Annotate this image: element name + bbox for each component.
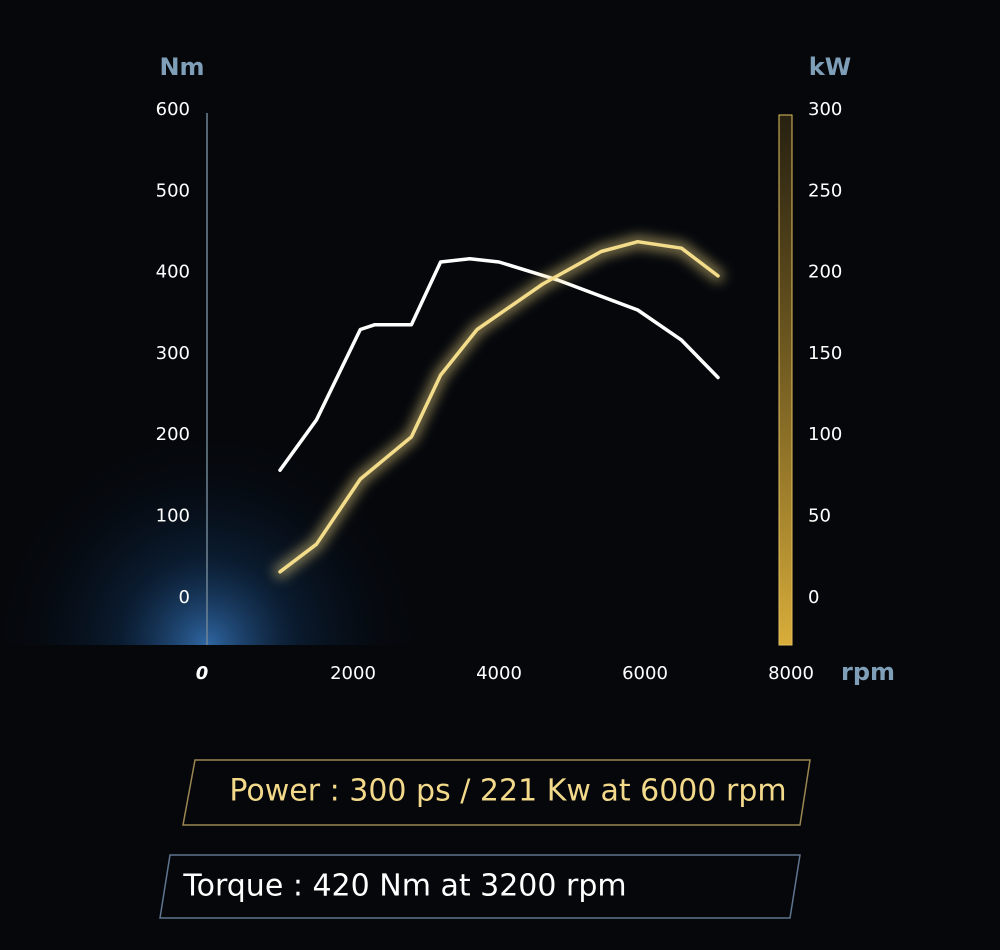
y-axis-label: Nm bbox=[159, 53, 204, 81]
power-frame bbox=[182, 759, 811, 826]
line bbox=[278, 257, 720, 472]
y2-tick-label: 300 bbox=[808, 99, 842, 120]
y2-tick-label: 150 bbox=[808, 343, 842, 364]
y2-tick-label: 50 bbox=[808, 506, 831, 527]
torque-annotation: Torque : 420 Nm at 3200 rpm bbox=[182, 869, 626, 904]
x-tick-label: 4000 bbox=[476, 663, 522, 684]
y2-tick-label: 100 bbox=[808, 424, 842, 445]
y-tick-label: 300 bbox=[156, 343, 190, 364]
y-tick-label: 200 bbox=[156, 424, 190, 445]
y2-tick-label: 250 bbox=[808, 180, 842, 201]
y-tick-label: 600 bbox=[156, 99, 190, 120]
line bbox=[278, 239, 720, 574]
y2-tick-label: 200 bbox=[808, 262, 842, 283]
x-tick-label: 6000 bbox=[622, 663, 668, 684]
y-tick-label: 400 bbox=[156, 262, 190, 283]
x-tick-label: 8000 bbox=[768, 663, 814, 684]
y2-axis-label: kW bbox=[809, 53, 851, 81]
y-tick-label: 100 bbox=[156, 506, 190, 527]
y2-axis bbox=[778, 114, 793, 646]
glow-area bbox=[0, 420, 430, 645]
power-annotation: Power : 300 ps / 221 Kw at 6000 rpm bbox=[229, 774, 786, 809]
y2-tick-label: 0 bbox=[808, 587, 819, 608]
x-axis-label: rpm bbox=[841, 658, 895, 686]
x-tick-label: 2000 bbox=[330, 663, 376, 684]
torque-frame bbox=[159, 854, 801, 919]
y-tick-label: 0 bbox=[179, 587, 190, 608]
x-tick-label: 0 bbox=[196, 663, 209, 684]
y-tick-label: 500 bbox=[156, 180, 190, 201]
